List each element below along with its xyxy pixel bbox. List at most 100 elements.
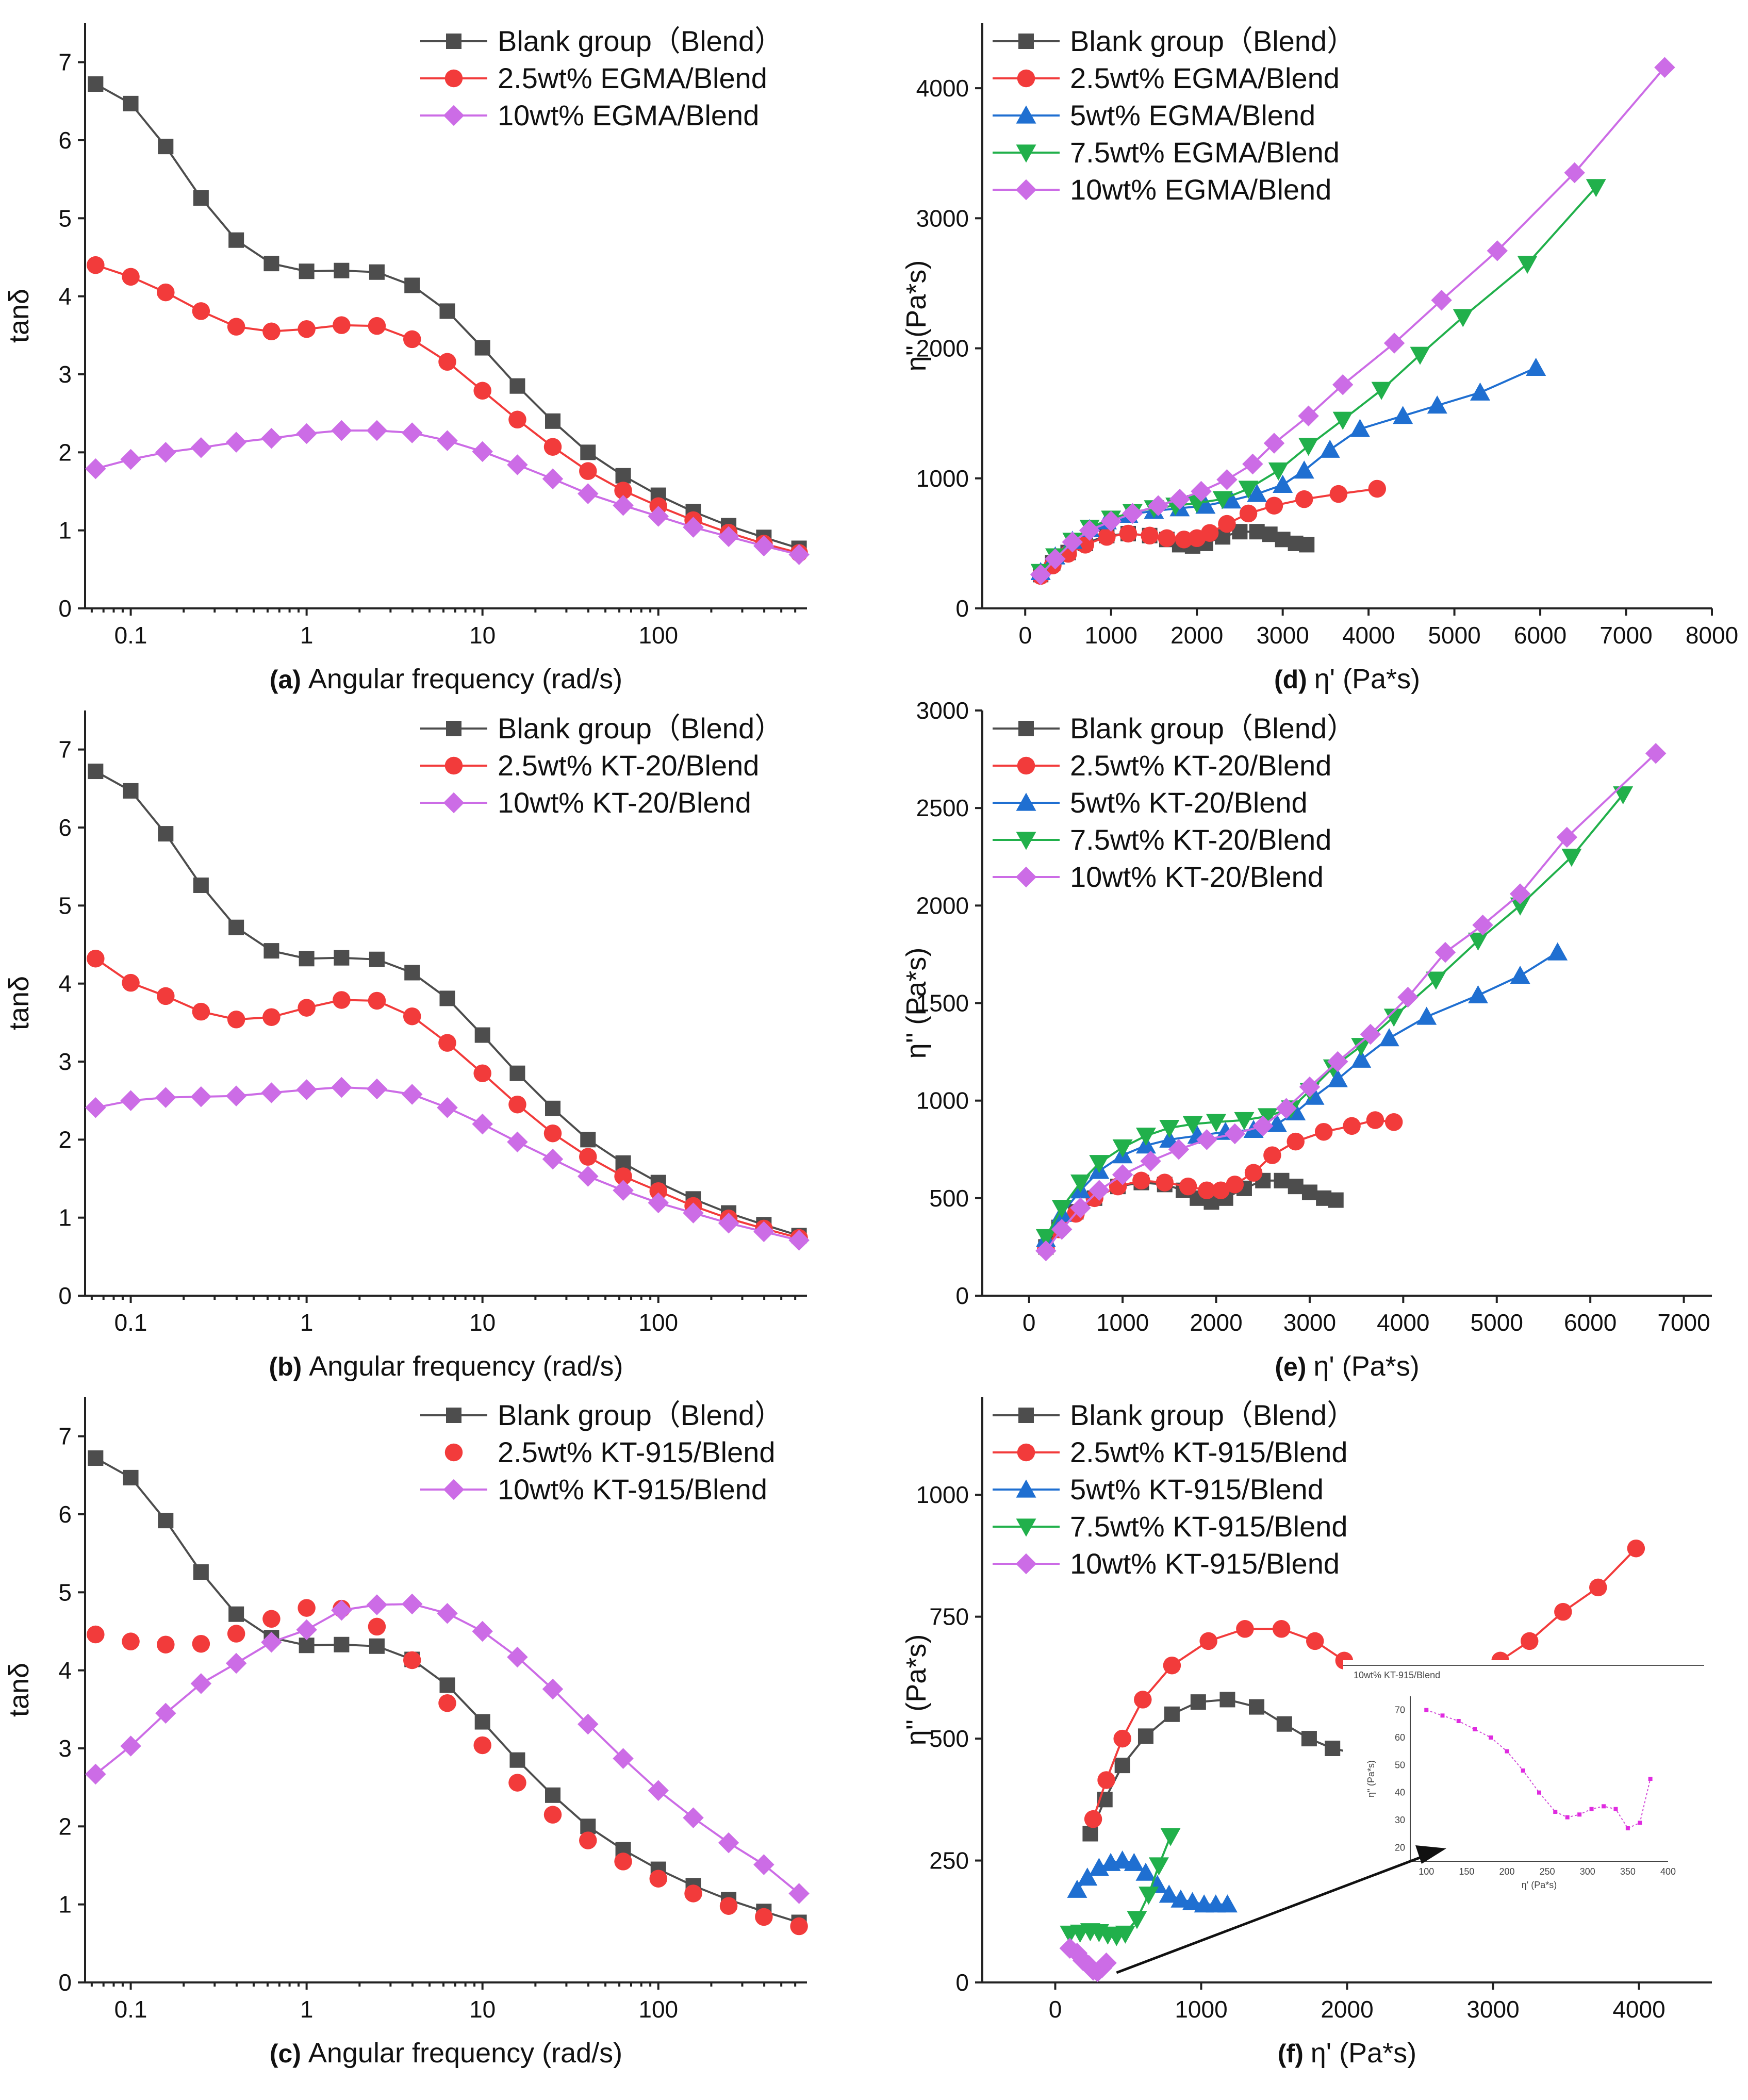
data-point [299, 263, 315, 279]
inset-y-tick-label: 50 [1395, 1760, 1405, 1770]
data-point [298, 999, 316, 1017]
x-tick-label: 0 [1023, 1309, 1036, 1336]
y-tick-label: 5 [58, 892, 72, 919]
data-point [1030, 564, 1051, 585]
data-point [1276, 1098, 1297, 1119]
x-tick-label: 7000 [1599, 622, 1652, 649]
data-point [1273, 474, 1293, 493]
data-point [1613, 786, 1634, 805]
y-tick-label: 2 [58, 439, 72, 466]
y-tick-label: 1 [58, 1204, 72, 1231]
inset-data-point [1424, 1708, 1429, 1712]
data-point [613, 1180, 634, 1201]
inset-x-tick-label: 250 [1540, 1866, 1555, 1877]
inset-chart: 10wt% KT-915/Blend 100 150 200 250 300 350 400 2… [1116, 1660, 1704, 1974]
legend-label: 5wt% KT-915/Blend [1070, 1473, 1324, 1506]
x-tick-label: 6000 [1564, 1309, 1617, 1336]
data-point [1431, 289, 1452, 311]
data-point [542, 1148, 564, 1170]
data-point [1325, 1741, 1341, 1756]
data-point [157, 283, 175, 302]
data-point [1287, 1132, 1305, 1151]
data-point [1360, 1023, 1381, 1045]
data-point [157, 987, 175, 1005]
data-point [192, 1002, 210, 1021]
legend-marker [1015, 866, 1037, 888]
data-point [369, 264, 385, 280]
data-point [1252, 1115, 1274, 1137]
data-point [1236, 1620, 1254, 1638]
data-point [578, 1713, 599, 1735]
chart-panel-b: 0 1 2 3 4 5 6 7 0.1 1 10 100 tanδ (b) Angular frequen… [4, 710, 810, 1382]
data-point [1170, 1889, 1191, 1908]
data-point [120, 449, 141, 470]
legend-label: 10wt% KT-915/Blend [498, 1473, 767, 1506]
data-point [718, 1213, 739, 1234]
data-point [507, 454, 528, 475]
data-point [88, 764, 104, 780]
inset-y-title: η'' (Pa*s) [1366, 1760, 1376, 1797]
data-point [1096, 1952, 1117, 1974]
legend-label: 7.5wt% KT-915/Blend [1070, 1510, 1348, 1543]
series-2 [85, 1593, 810, 1904]
y-tick-label: 3 [58, 361, 72, 388]
x-tick-label: 10 [469, 1309, 496, 1336]
data-point [788, 544, 810, 565]
data-point [1272, 1620, 1291, 1638]
inset-data-point [1521, 1768, 1525, 1773]
data-point [120, 1090, 141, 1111]
data-point [1410, 346, 1430, 365]
data-point [438, 1034, 456, 1052]
series-0 [88, 764, 807, 1244]
x-tick-label: 3000 [1466, 1996, 1519, 2023]
series-1 [1037, 1111, 1403, 1258]
inset-x-tick-label: 350 [1620, 1866, 1636, 1877]
y-tick-label: 4 [58, 970, 72, 997]
data-point [472, 1113, 493, 1135]
legend: Blank group（Blend） 2.5wt% KT-915/Blend 5wt… [993, 1399, 1356, 1580]
data-point [648, 1192, 669, 1214]
data-point [298, 1599, 316, 1617]
inset-data-point [1589, 1807, 1594, 1811]
legend-marker [1018, 1408, 1034, 1423]
legend-marker [444, 1443, 463, 1462]
data-point [261, 1082, 282, 1103]
data-point [1226, 1176, 1244, 1194]
data-point [472, 1621, 493, 1642]
x-tick-label: 0.1 [114, 622, 147, 649]
data-point [122, 1632, 140, 1650]
data-point [333, 991, 351, 1009]
data-point [366, 1078, 388, 1100]
data-point [1070, 1174, 1091, 1193]
inset-y-tick-label: 30 [1395, 1815, 1405, 1825]
data-point [1199, 1632, 1217, 1650]
data-point [788, 1883, 810, 1904]
data-point [1113, 1729, 1131, 1748]
data-point [1158, 529, 1176, 548]
data-point [790, 1917, 808, 1936]
data-point [1082, 1826, 1098, 1842]
data-point [1079, 520, 1100, 541]
data-point [648, 1780, 669, 1801]
y-tick-label: 0 [58, 1969, 72, 1996]
data-point [1320, 439, 1340, 458]
x-tick-label: 1 [300, 1996, 314, 2023]
legend-label: 2.5wt% EGMA/Blend [1070, 62, 1340, 94]
data-point [1393, 406, 1413, 424]
data-point [718, 1832, 739, 1854]
data-point [401, 1593, 423, 1615]
data-point [1035, 1229, 1056, 1247]
inset-y-tick-label: 20 [1395, 1842, 1405, 1853]
panel-label: (b) [269, 1352, 309, 1381]
inset-data-point [1625, 1826, 1630, 1830]
data-point [508, 410, 526, 429]
data-point [1327, 1069, 1348, 1087]
data-point [88, 1450, 104, 1466]
y-tick-label: 500 [929, 1725, 969, 1752]
data-point [227, 1011, 245, 1029]
data-point [1127, 1911, 1147, 1929]
data-point [649, 1870, 668, 1888]
legend-label: 2.5wt% KT-915/Blend [498, 1436, 776, 1468]
data-point [155, 1087, 176, 1108]
